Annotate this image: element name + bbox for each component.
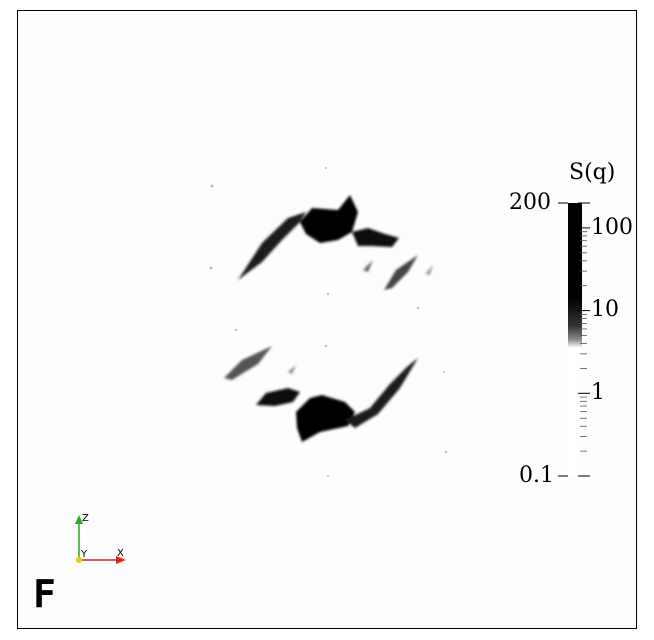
lower-speck [288, 365, 296, 374]
y-axis-label: Y [81, 549, 88, 560]
speck [416, 306, 420, 310]
x-axis-label: X [117, 548, 124, 559]
speck [327, 475, 329, 477]
upper-arc [238, 195, 433, 290]
speck [209, 266, 213, 270]
speck [325, 167, 327, 169]
x-axis-arrow [116, 556, 126, 564]
z-axis-label: Z [82, 513, 89, 524]
upper-arc-right [352, 228, 399, 247]
orientation-axes [75, 515, 126, 564]
colorbar-gradient [568, 203, 582, 476]
plot-frame [17, 10, 637, 629]
speck [324, 344, 328, 348]
colorbar-label-100: 100 [591, 215, 633, 240]
speck [234, 328, 238, 332]
colorbar-label-200: 200 [509, 190, 551, 215]
panel-label: F [33, 572, 56, 616]
upper-speck-2 [425, 265, 433, 275]
colorbar-title: S(q) [569, 160, 616, 185]
lower-streak [224, 346, 272, 380]
speck [444, 450, 448, 454]
y-axis-origin [76, 557, 82, 563]
speck [443, 371, 445, 373]
lower-arc-left [256, 388, 300, 406]
colorbar-label-10: 10 [591, 297, 619, 322]
colorbar-label-1: 1 [591, 380, 605, 405]
z-axis-arrow [75, 515, 83, 524]
colorbar-label-0-1: 0.1 [519, 463, 554, 488]
speck [326, 292, 330, 296]
upper-arc-peak [300, 195, 358, 243]
lower-arc-right [345, 358, 418, 428]
lower-arc [224, 346, 418, 442]
colorbar [558, 202, 590, 477]
background-specks [209, 167, 448, 477]
upper-arc-left [238, 212, 306, 280]
speck [210, 184, 214, 188]
lower-arc-peak [296, 395, 355, 442]
colorbar-ticks [558, 202, 590, 477]
upper-streak [384, 255, 418, 290]
upper-speck [363, 260, 373, 272]
